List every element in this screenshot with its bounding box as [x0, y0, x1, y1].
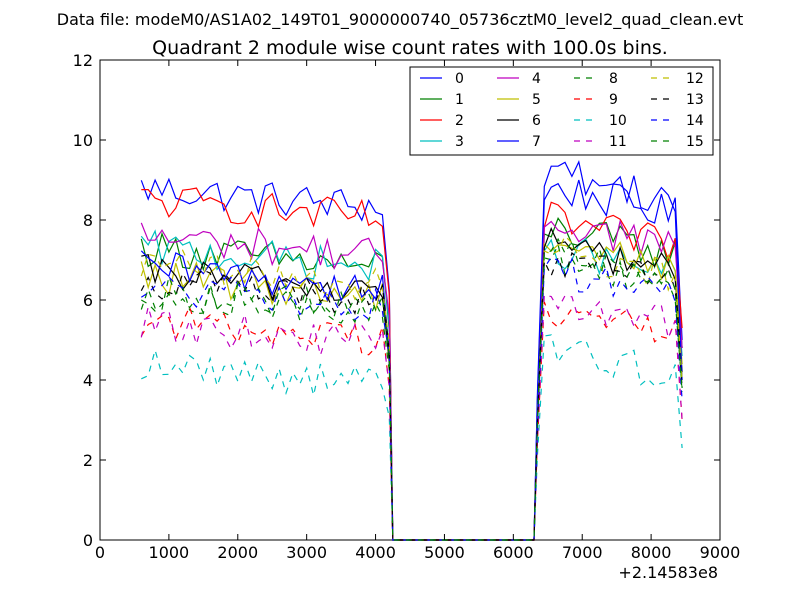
legend-label-5: 5: [532, 92, 541, 108]
legend-label-1: 1: [455, 92, 464, 108]
x-tick-label: 2000: [217, 543, 258, 562]
legend-label-15: 15: [686, 134, 704, 150]
series-line-2: [141, 187, 683, 541]
legend-label-7: 7: [532, 134, 541, 150]
series-line-14: [140, 256, 683, 541]
legend-label-12: 12: [686, 71, 704, 87]
legend-label-4: 4: [532, 71, 541, 87]
series-line-5: [140, 241, 683, 541]
x-tick-label: 0: [95, 543, 105, 562]
legend-label-3: 3: [455, 134, 464, 150]
x-tick-label: 8000: [631, 543, 672, 562]
x-tick-label: 3000: [286, 543, 327, 562]
legend-label-14: 14: [686, 113, 704, 129]
series-line-10: [141, 334, 683, 541]
y-tick-label: 8: [83, 211, 93, 230]
series-line-4: [140, 219, 683, 541]
series-line-8: [140, 242, 683, 541]
series-line-12: [140, 235, 683, 541]
x-tick-label: 5000: [424, 543, 465, 562]
legend-label-0: 0: [455, 71, 464, 87]
x-tick-label: 9000: [700, 543, 741, 562]
legend-label-2: 2: [455, 113, 464, 129]
y-tick-label: 0: [83, 531, 93, 550]
y-tick-label: 12: [73, 51, 93, 70]
legend-label-9: 9: [609, 92, 618, 108]
legend-label-6: 6: [532, 113, 541, 129]
series-line-13: [140, 251, 683, 541]
y-tick-label: 6: [83, 291, 93, 310]
legend-box: [409, 66, 714, 156]
y-tick-label: 10: [73, 131, 93, 150]
x-tick-label: 6000: [493, 543, 534, 562]
series-layer: [140, 160, 683, 541]
x-tick-label: 1000: [149, 543, 190, 562]
y-tick-label: 4: [83, 371, 93, 390]
chart-suptitle: Data file: modeM0/AS1A02_149T01_90000007…: [57, 10, 743, 30]
series-line-9: [140, 301, 683, 541]
legend-label-11: 11: [609, 134, 627, 150]
y-tick-label: 2: [83, 451, 93, 470]
series-line-6: [141, 227, 683, 541]
x-tick-label: 4000: [355, 543, 396, 562]
legend-label-13: 13: [686, 92, 704, 108]
series-line-7: [140, 160, 683, 541]
legend-label-10: 10: [609, 113, 627, 129]
axis-ticks: 0 1000 2000 3000 4000 5000 6000 7000 8000 9000 0 2 4…: [73, 51, 741, 562]
series-line-15: [140, 237, 683, 541]
x-axis-offset-label: +2.14583e8: [618, 563, 718, 582]
x-tick-label: 7000: [562, 543, 603, 562]
chart-title: Quadrant 2 module wise count rates with …: [152, 37, 668, 59]
legend-label-8: 8: [609, 71, 618, 87]
